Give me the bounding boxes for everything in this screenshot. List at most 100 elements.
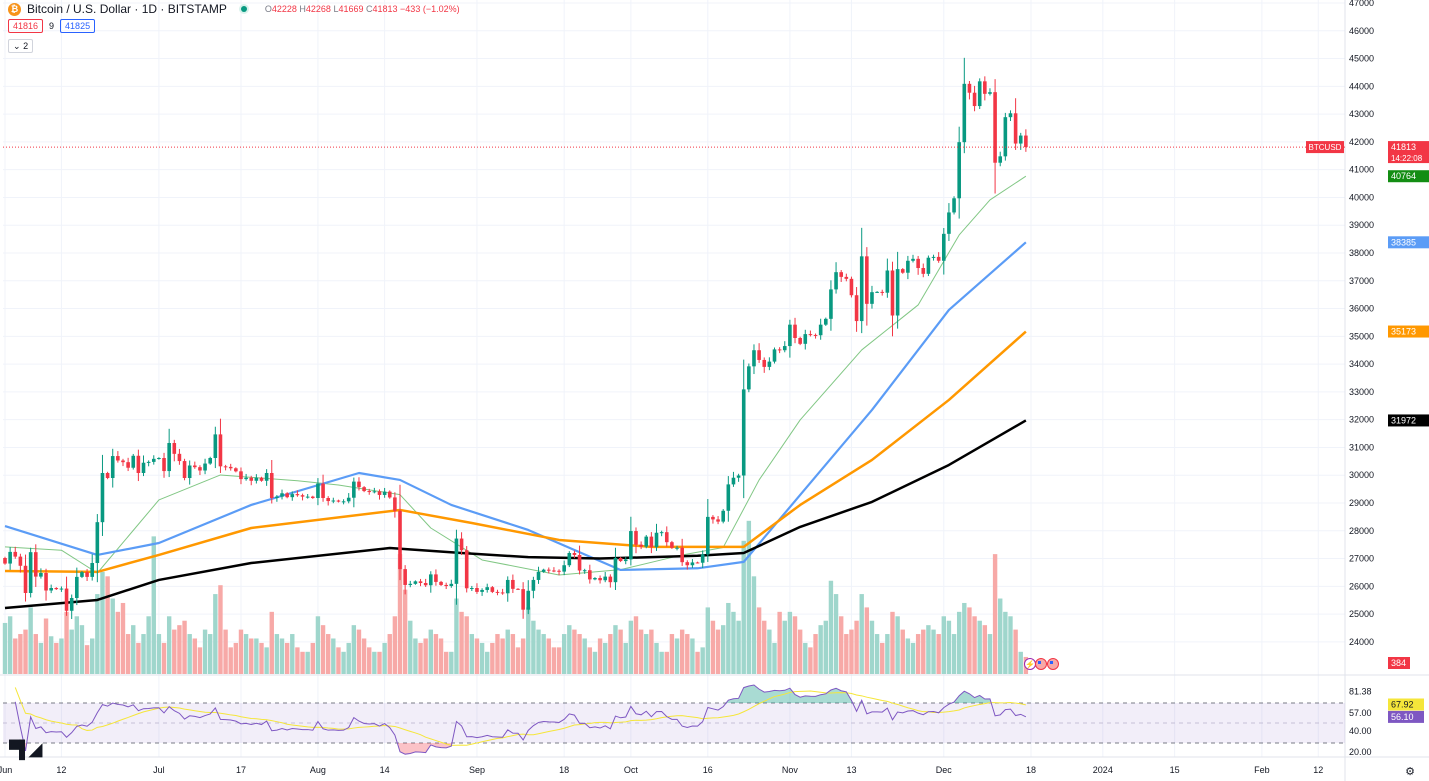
volume-bar	[485, 651, 490, 674]
candle	[352, 477, 356, 508]
symbol-label-bg	[1306, 141, 1344, 154]
volume-bar	[243, 634, 249, 674]
volume-bar	[654, 642, 659, 674]
candle	[475, 583, 479, 594]
price-tick-label: 44000	[1349, 81, 1374, 91]
candle-body	[490, 587, 495, 592]
price-tick-label: 31000	[1349, 442, 1374, 452]
candle-body	[870, 292, 874, 304]
candle-body	[18, 556, 23, 566]
candle-body	[23, 565, 28, 594]
candle	[357, 477, 361, 491]
volume-bar	[649, 629, 654, 674]
candle-body	[511, 579, 515, 589]
candle-body	[187, 465, 192, 479]
candle	[536, 566, 541, 584]
volume-bar	[962, 602, 967, 674]
time-tick-label: 18	[1026, 765, 1036, 775]
candle-body	[464, 550, 469, 589]
time-tick-label: Dec	[936, 765, 953, 775]
volume-bar	[638, 629, 644, 674]
volume-bar	[315, 616, 321, 674]
candle-body	[480, 589, 484, 592]
volume-bar	[495, 634, 500, 674]
volume-bar	[228, 647, 233, 674]
volume-bar	[844, 634, 849, 674]
candle	[890, 261, 895, 337]
sell-button[interactable]: 41816	[8, 19, 44, 33]
candle	[377, 489, 382, 500]
candle-body	[352, 481, 356, 498]
volume-bar	[674, 638, 680, 674]
settings-gear-icon: ⚙	[1405, 766, 1415, 778]
volume-bar	[141, 634, 146, 674]
volume-bar	[254, 638, 259, 674]
candle-body	[100, 473, 105, 523]
candle-body	[824, 318, 828, 325]
price-label: 41813	[1391, 142, 1416, 152]
candle-body	[721, 510, 725, 522]
price-tick-label: 46000	[1349, 26, 1374, 36]
candle-body	[39, 573, 43, 577]
symbol-title[interactable]: Bitcoin / U.S. Dollar · 1D · BITSTAMP	[27, 2, 227, 16]
candle	[141, 455, 146, 477]
volume-bar	[115, 611, 121, 674]
volume-bar	[469, 634, 475, 674]
time-tick-label: Sep	[469, 765, 485, 775]
time-tick-label: 18	[559, 765, 569, 775]
candle-body	[228, 466, 233, 469]
candle-body	[700, 554, 705, 563]
candle	[598, 575, 602, 584]
price-label-bg	[1388, 170, 1429, 183]
candle-body	[136, 455, 141, 474]
volume-bar	[320, 625, 326, 674]
candle-body	[80, 572, 84, 577]
volume-bar	[510, 634, 516, 674]
volume-bar	[972, 616, 977, 674]
volume-bar	[808, 647, 813, 674]
candle-body	[557, 570, 561, 572]
candle	[285, 492, 289, 499]
ma-line-sma50	[4, 241, 1027, 572]
candle	[193, 461, 197, 469]
volume-bar	[33, 634, 38, 674]
symbol-legend: ₿ Bitcoin / U.S. Dollar · 1D · BITSTAMP …	[8, 2, 460, 16]
volume-bar	[64, 611, 69, 674]
candle	[849, 276, 854, 298]
volume-bar	[592, 651, 598, 674]
time-tick-label: 12	[56, 765, 66, 775]
volume-bar	[792, 616, 798, 674]
indicators-collapse-button[interactable]: ⌄ 2	[8, 39, 34, 53]
symbol-label: BTCUSD	[1309, 143, 1342, 152]
volume-bar	[762, 620, 767, 674]
price-tick-label: 28000	[1349, 526, 1374, 536]
candle-body	[377, 491, 382, 495]
candle	[870, 285, 874, 309]
volume-bar	[361, 638, 367, 674]
candle-body	[608, 576, 613, 583]
buy-button[interactable]: 41825	[60, 19, 96, 33]
candle	[439, 580, 443, 586]
candle	[372, 487, 377, 494]
price-label: 38385	[1391, 237, 1416, 247]
candle	[603, 571, 608, 583]
volume-bar	[628, 620, 634, 674]
candle	[916, 255, 920, 275]
candle	[670, 540, 674, 549]
candle	[326, 496, 330, 506]
volume-bar	[695, 651, 700, 674]
volume-bar	[741, 540, 746, 674]
candle	[798, 336, 802, 346]
volume-bar	[290, 634, 295, 674]
tradingview-logo[interactable]: ▀▌◢	[9, 740, 42, 759]
candle-body	[875, 291, 879, 293]
candle-body	[1008, 113, 1013, 118]
volume-bar	[100, 571, 105, 674]
candle	[131, 453, 136, 470]
candle-body	[475, 588, 479, 592]
volume-bar	[1008, 616, 1013, 674]
candle-body	[444, 584, 448, 587]
candle	[541, 568, 546, 573]
price-tick-label: 43000	[1349, 109, 1374, 119]
